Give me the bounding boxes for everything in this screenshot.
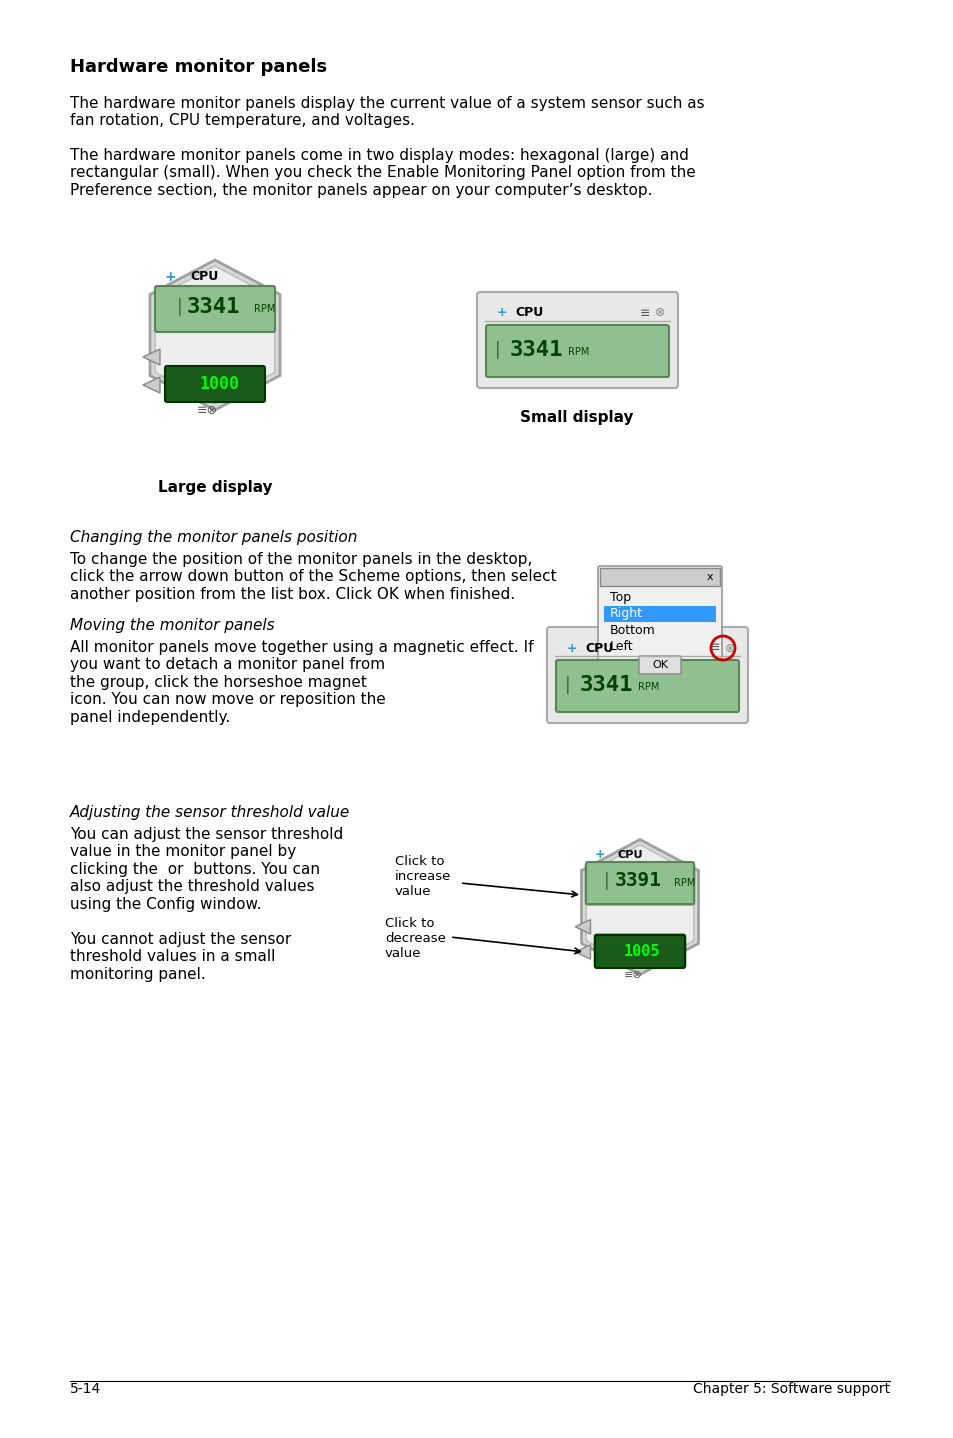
Polygon shape [575,945,590,959]
FancyBboxPatch shape [639,656,680,674]
FancyBboxPatch shape [585,861,693,905]
FancyBboxPatch shape [485,325,668,377]
Text: Bottom: Bottom [609,624,655,637]
Text: 1000: 1000 [200,375,240,393]
Text: |: | [564,676,570,695]
Text: 3341: 3341 [579,674,633,695]
Polygon shape [143,377,160,393]
Text: 1000: 1000 [626,943,661,959]
Text: Moving the monitor panels: Moving the monitor panels [70,618,274,633]
Text: +: + [566,641,577,654]
FancyBboxPatch shape [599,568,720,587]
Text: 3391: 3391 [615,871,661,890]
Text: 1005: 1005 [623,943,659,959]
Text: +: + [164,270,175,283]
Text: Chapter 5: Software support: Chapter 5: Software support [692,1382,889,1396]
FancyBboxPatch shape [546,627,747,723]
Text: To change the position of the monitor panels in the desktop,
click the arrow dow: To change the position of the monitor pa… [70,552,556,601]
FancyBboxPatch shape [603,605,716,623]
Text: The hardware monitor panels come in two display modes: hexagonal (large) and
rec: The hardware monitor panels come in two … [70,148,695,198]
Text: RPM: RPM [674,879,695,889]
Text: 3341: 3341 [510,339,563,360]
Polygon shape [150,260,280,410]
Text: Left: Left [609,640,633,653]
Text: Adjusting the sensor threshold value: Adjusting the sensor threshold value [70,805,350,820]
Text: |: | [603,871,609,890]
FancyBboxPatch shape [165,367,265,403]
FancyBboxPatch shape [154,286,274,332]
Text: Top: Top [609,591,631,604]
Text: RPM: RPM [638,682,659,692]
Text: RPM: RPM [567,347,589,357]
Text: ⊗: ⊗ [724,641,735,654]
Text: ≡: ≡ [709,641,720,654]
Text: ⊗: ⊗ [654,306,664,319]
Text: 3341: 3341 [614,873,662,892]
FancyBboxPatch shape [594,935,684,968]
Text: Hardware monitor panels: Hardware monitor panels [70,58,327,76]
Text: CPU: CPU [515,306,542,319]
Text: Large display: Large display [157,480,272,495]
Text: Small display: Small display [519,410,633,426]
FancyBboxPatch shape [476,292,678,388]
Text: |: | [605,874,610,890]
Text: ≡: ≡ [639,306,650,319]
Polygon shape [581,840,698,975]
Text: CPU: CPU [190,270,218,283]
Polygon shape [585,846,693,969]
Text: Click to
increase
value: Click to increase value [395,856,451,897]
Text: You can adjust the sensor threshold
value in the monitor panel by
clicking the  : You can adjust the sensor threshold valu… [70,827,343,912]
Text: 3341: 3341 [187,298,240,316]
Text: You cannot adjust the sensor
threshold values in a small
monitoring panel.: You cannot adjust the sensor threshold v… [70,932,291,982]
Text: OK: OK [651,660,667,670]
Text: CPU: CPU [584,641,613,654]
Text: +: + [497,306,507,319]
Text: ≡⊗: ≡⊗ [196,404,217,417]
Text: |: | [495,341,500,360]
Text: x: x [706,572,713,582]
Text: CPU: CPU [617,850,642,860]
Text: ≡⊗: ≡⊗ [622,969,641,979]
Text: +: + [594,848,604,861]
Text: 5-14: 5-14 [70,1382,101,1396]
Text: The hardware monitor panels display the current value of a system sensor such as: The hardware monitor panels display the … [70,96,704,128]
Polygon shape [155,266,274,404]
Text: Changing the monitor panels position: Changing the monitor panels position [70,531,357,545]
Text: All monitor panels move together using a magnetic effect. If
you want to detach : All monitor panels move together using a… [70,640,533,725]
FancyBboxPatch shape [556,660,739,712]
Polygon shape [575,919,590,935]
FancyBboxPatch shape [595,935,684,968]
Text: Right: Right [609,607,642,621]
Text: RPM: RPM [675,879,694,889]
FancyBboxPatch shape [585,863,694,905]
Polygon shape [143,349,160,365]
Text: |: | [177,298,183,316]
Text: RPM: RPM [254,303,275,313]
Text: Click to
decrease
value: Click to decrease value [385,917,445,961]
FancyBboxPatch shape [598,567,721,680]
